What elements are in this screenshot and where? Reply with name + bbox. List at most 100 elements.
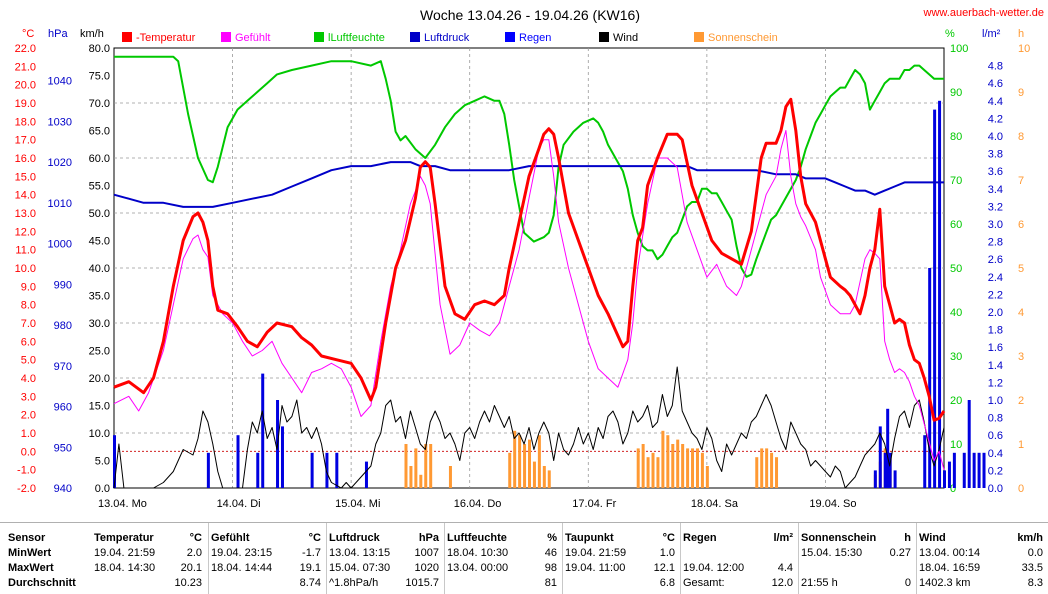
sun-tick-label: 8	[1018, 131, 1024, 143]
wind-tick-label: 55.0	[89, 181, 110, 193]
legend-swatch-6	[694, 32, 704, 42]
stats-section-gefühlt: Gefühlt °C 19.04. 23:15 -1.7 18.04. 14:44 19.…	[208, 523, 327, 594]
rain-bar	[886, 408, 890, 488]
max-value: 33.5	[1021, 562, 1043, 574]
humidity-tick-label: 70	[950, 175, 962, 187]
temp-tick-label: 2.0	[21, 410, 36, 422]
site-url[interactable]: www.auerbach-wetter.de	[923, 7, 1044, 19]
sun-bar	[508, 452, 512, 488]
wind-tick-label: 50.0	[89, 208, 110, 220]
temp-tick-label: 14.0	[15, 190, 36, 202]
min-time: 19.04. 23:15	[211, 547, 273, 559]
temp-tick-label: 19.0	[15, 98, 36, 110]
pressure-tick-label: 960	[54, 402, 72, 414]
rain-tick-label: 3.8	[988, 149, 1003, 161]
pressure-tick-label: 950	[54, 442, 72, 454]
rain-tick-label: 1.2	[988, 377, 1003, 389]
avg-value: 0	[904, 577, 911, 589]
avg-label: Gesamt:	[683, 577, 725, 589]
rain-bar	[893, 470, 897, 488]
min-time: 13.04. 00:14	[919, 547, 981, 559]
rain-bar	[952, 452, 956, 488]
temp-tick-label: 17.0	[15, 135, 36, 147]
max-value: 4.4	[777, 562, 793, 574]
rain-tick-label: 1.0	[988, 395, 1003, 407]
wind-tick-label: 65.0	[89, 126, 110, 138]
section-title: Luftfeuchte	[447, 532, 507, 544]
humidity-tick-label: 90	[950, 87, 962, 99]
rain-bar	[335, 452, 339, 488]
section-unit: h	[904, 532, 911, 544]
series-wind	[113, 366, 945, 489]
max-value: 12.1	[653, 562, 675, 574]
wind-tick-label: 30.0	[89, 318, 110, 330]
axes: 22.021.020.019.018.017.016.015.014.013.0…	[15, 43, 1031, 495]
sun-bar	[547, 470, 551, 488]
min-value: 46	[544, 547, 557, 559]
temp-tick-label: 4.0	[21, 373, 36, 385]
rain-bar	[113, 435, 116, 488]
x-label: 18.04. Sa	[691, 498, 739, 510]
humidity-tick-label: 50	[950, 263, 962, 275]
row-label-min: MinWert	[8, 547, 52, 559]
legend: -Temperatur Gefühlt lLuftfeuchte Luftdruck R…	[122, 32, 778, 44]
humidity-tick-label: 30	[950, 351, 962, 363]
pressure-tick-label: 1040	[48, 76, 72, 88]
x-label: 15.04. Mi	[335, 498, 380, 510]
rain-tick-label: 4.8	[988, 61, 1003, 73]
rain-bar	[938, 100, 942, 489]
legend-swatch-4	[505, 32, 515, 42]
legend-swatch-1	[221, 32, 231, 42]
section-unit: °C	[308, 532, 321, 544]
rain-tick-label: 0.0	[988, 483, 1003, 495]
rain-bar	[280, 426, 284, 488]
rain-bar	[261, 373, 265, 488]
sun-bar	[765, 448, 769, 488]
rain-tick-label: 1.6	[988, 342, 1003, 354]
legend-label-2: lLuftfeuchte	[328, 32, 385, 44]
stats-table: Sensor MinWert MaxWert Durchschnitt Temp…	[0, 522, 1048, 594]
sun-bar	[409, 466, 413, 488]
weather-chart: Woche 13.04.26 - 19.04.26 (KW16) www.aue…	[15, 7, 1044, 510]
avg-label: 1402.3 km	[919, 577, 971, 589]
x-label: 17.04. Fr	[572, 498, 616, 510]
sun-bar	[414, 448, 418, 488]
max-time: 19.04. 12:00	[683, 562, 745, 574]
x-label: 16.04. Do	[454, 498, 502, 510]
sun-bar	[755, 457, 759, 488]
section-title: Sonnenschein	[801, 532, 877, 544]
temp-tick-label: -2.0	[17, 483, 36, 495]
rain-tick-label: 2.8	[988, 237, 1003, 249]
section-unit: hPa	[418, 532, 439, 544]
rain-tick-label: 2.4	[988, 272, 1003, 284]
sun-bar	[666, 435, 670, 488]
temp-tick-label: -1.0	[17, 465, 36, 477]
sun-bar	[537, 435, 541, 488]
x-label: 14.04. Di	[217, 498, 261, 510]
sun-bar	[700, 452, 704, 488]
temp-tick-label: 11.0	[15, 245, 36, 257]
sun-tick-label: 7	[1018, 175, 1024, 187]
rain-bar	[236, 435, 240, 488]
sun-bar	[646, 457, 650, 488]
temp-tick-label: 5.0	[21, 355, 36, 367]
row-label-max: MaxWert	[8, 562, 54, 574]
section-unit: °C	[189, 532, 202, 544]
legend-label-4: Regen	[519, 32, 551, 44]
sun-bar	[686, 448, 690, 488]
section-title: Gefühlt	[211, 532, 250, 544]
humidity-tick-label: 40	[950, 307, 962, 319]
sun-bar	[661, 430, 665, 488]
temp-tick-label: 6.0	[21, 336, 36, 348]
temp-tick-label: 0.0	[21, 446, 36, 458]
rain-bar	[967, 400, 971, 488]
sun-tick-label: 1	[1018, 439, 1024, 451]
x-label: 19.04. So	[809, 498, 856, 510]
max-time: 18.04. 14:30	[94, 562, 156, 574]
section-unit: °C	[662, 532, 675, 544]
rain-tick-label: 0.4	[988, 448, 1003, 460]
max-time: 13.04. 00:00	[447, 562, 509, 574]
rain-bar	[923, 435, 927, 488]
wind-tick-label: 0.0	[95, 483, 110, 495]
stats-section-wind: Wind km/h 13.04. 00:14 0.0 18.04. 16:59 33.5 1…	[916, 523, 1048, 594]
